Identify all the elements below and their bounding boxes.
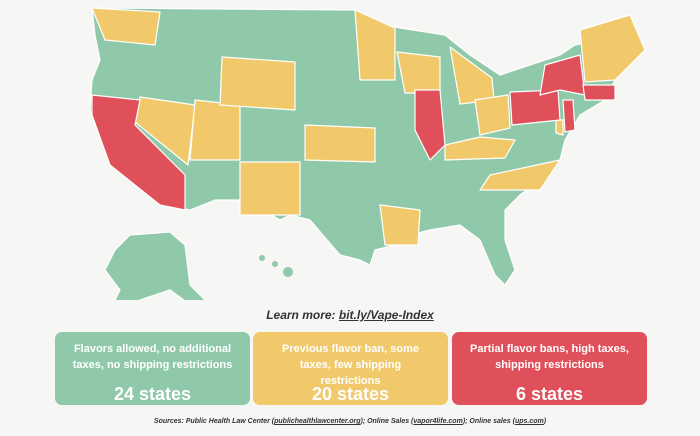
utah: [189, 99, 241, 161]
legend-box: Previous flavor ban, some taxes, few shi…: [253, 332, 448, 405]
wyoming: [219, 56, 296, 111]
new-mexico: [239, 161, 301, 216]
source-text: ); Online sales (: [462, 418, 515, 425]
source-text: ); Online Sales (: [360, 418, 414, 425]
new-jersey: [562, 99, 576, 133]
source-text: Sources: Public Health Law Center (: [153, 418, 275, 425]
pennsylvania: [509, 89, 561, 126]
california: [91, 94, 186, 211]
legend-description: Partial flavor bans, high taxes, shippin…: [470, 343, 629, 371]
legend-count: 24 states: [113, 384, 192, 404]
source-text: ): [543, 418, 547, 425]
wisconsin: [396, 51, 441, 94]
source-link[interactable]: publichealthlawcenter.org: [274, 418, 361, 425]
learn-link[interactable]: bit.ly/Vape-Index: [338, 308, 434, 322]
delaware: [555, 119, 564, 136]
learn-more: Learn more: bit.ly/Vape-Index: [0, 308, 700, 322]
legend-count: 20 states: [311, 384, 390, 404]
north-carolina: [479, 159, 561, 191]
new-york: [539, 54, 586, 96]
learn-label: Learn more:: [266, 308, 336, 322]
legend-count: 6 states: [515, 384, 584, 404]
hawaii: [283, 267, 293, 277]
washington: [91, 7, 161, 46]
alaska: [104, 231, 206, 300]
source-link[interactable]: vapor4life.com: [413, 418, 463, 425]
hawaii: [272, 261, 278, 267]
sources: Sources: Public Health Law Center (publi…: [0, 418, 700, 425]
legend-box: Flavors allowed, no additional taxes, no…: [55, 332, 250, 405]
louisiana: [379, 204, 421, 246]
ohio: [474, 94, 511, 136]
source-link[interactable]: ups.com: [514, 418, 544, 425]
kansas: [304, 124, 376, 163]
legend-description: Flavors allowed, no additional taxes, no…: [72, 343, 233, 371]
us-map: [89, 7, 646, 300]
new-england: [579, 14, 646, 83]
illinois: [414, 89, 446, 161]
hawaii: [259, 255, 265, 261]
legend-description: Previous flavor ban, some taxes, few shi…: [282, 343, 419, 387]
massachusetts: [582, 84, 616, 101]
minnesota: [354, 9, 396, 81]
legend-box: Partial flavor bans, high taxes, shippin…: [452, 332, 647, 405]
kentucky: [444, 136, 516, 161]
